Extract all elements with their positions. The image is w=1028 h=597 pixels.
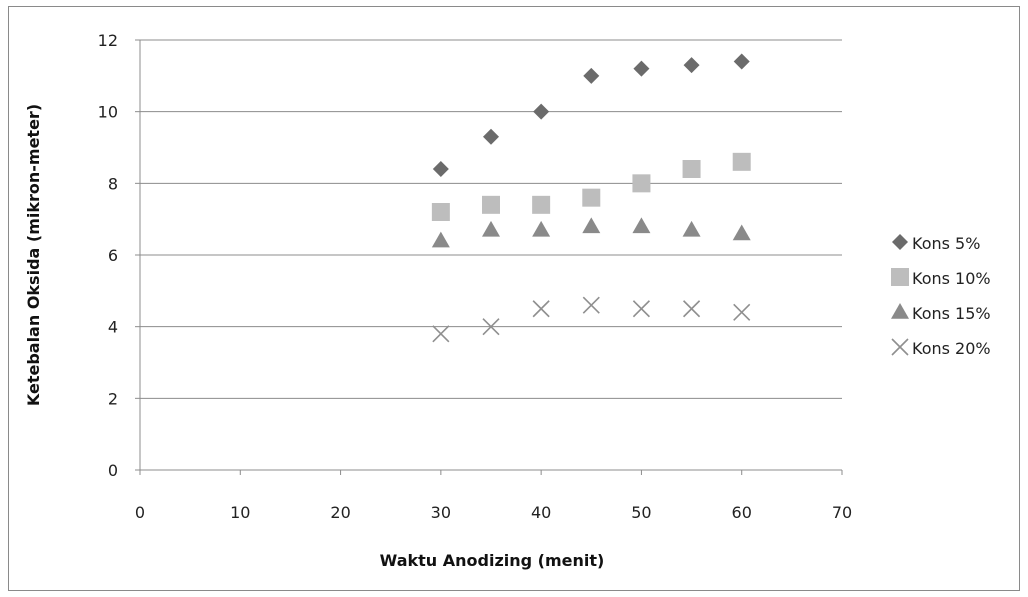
- data-point: [632, 300, 650, 318]
- data-point: [583, 67, 600, 84]
- legend-marker-triangle: [891, 303, 909, 319]
- data-point: [632, 217, 651, 234]
- x-tick-label: 0: [135, 503, 145, 522]
- y-tick-label: 6: [108, 246, 118, 265]
- y-tick-label: 0: [108, 461, 118, 480]
- legend-marker-x: [891, 338, 909, 356]
- x-tick-label: 30: [431, 503, 451, 522]
- legend-label: Kons 20%: [912, 339, 991, 358]
- data-point: [732, 152, 751, 171]
- data-point: [582, 217, 601, 234]
- data-point: [482, 318, 500, 336]
- legend-label: Kons 10%: [912, 269, 991, 288]
- y-tick-label: 8: [108, 174, 118, 193]
- chart-frame: [8, 6, 1020, 591]
- x-tick-label: 70: [832, 503, 852, 522]
- tick-labels: 0 2 4 6 8 10 12 0 10 20 30 40 50 60 70: [98, 31, 853, 522]
- y-tick-label: 10: [98, 103, 118, 122]
- x-axis-title: Waktu Anodizing (menit): [380, 551, 605, 570]
- data-point: [682, 220, 701, 237]
- y-axis-title: Ketebalan Oksida (mikron-meter): [24, 104, 43, 406]
- series-3: [431, 217, 751, 248]
- data-point: [532, 195, 551, 214]
- data-point: [582, 188, 601, 207]
- data-point: [483, 128, 499, 145]
- data-point: [683, 300, 701, 318]
- x-tick-label: 20: [330, 503, 350, 522]
- legend-item: Kons 15%: [891, 303, 991, 323]
- data-point: [432, 325, 450, 343]
- series-2: [431, 152, 751, 221]
- data-point: [633, 60, 650, 77]
- legend: Kons 5% Kons 10% Kons 15% Kons 20%: [891, 234, 991, 358]
- legend-label: Kons 5%: [912, 234, 980, 253]
- x-tick-label: 40: [531, 503, 551, 522]
- data-point: [582, 296, 600, 314]
- data-point: [533, 103, 550, 120]
- x-tick-label: 60: [732, 503, 752, 522]
- series-4: [432, 296, 751, 343]
- x-tick-label: 10: [230, 503, 250, 522]
- legend-item: Kons 20%: [891, 338, 991, 358]
- y-tick-label: 12: [98, 31, 118, 50]
- data-point: [532, 300, 550, 318]
- legend-item: Kons 5%: [892, 234, 980, 253]
- data-points: [431, 53, 751, 343]
- data-point: [482, 220, 500, 237]
- legend-label: Kons 15%: [912, 304, 991, 323]
- data-point: [732, 224, 751, 241]
- gridlines: [140, 39, 842, 399]
- data-point: [682, 160, 701, 178]
- data-point: [482, 195, 500, 214]
- x-tick-label: 50: [631, 503, 651, 522]
- data-point: [431, 231, 450, 248]
- data-point: [532, 220, 551, 237]
- data-point: [733, 303, 751, 321]
- legend-item: Kons 10%: [891, 268, 991, 288]
- data-point: [632, 174, 651, 193]
- data-point: [432, 161, 449, 177]
- data-point: [431, 203, 450, 221]
- y-tick-label: 2: [108, 389, 118, 408]
- legend-marker-square: [891, 268, 909, 286]
- y-tick-label: 4: [108, 318, 118, 337]
- series-1: [432, 53, 750, 177]
- data-point: [733, 53, 750, 70]
- axes: [135, 39, 843, 475]
- legend-marker-diamond: [892, 234, 908, 250]
- data-point: [683, 57, 700, 74]
